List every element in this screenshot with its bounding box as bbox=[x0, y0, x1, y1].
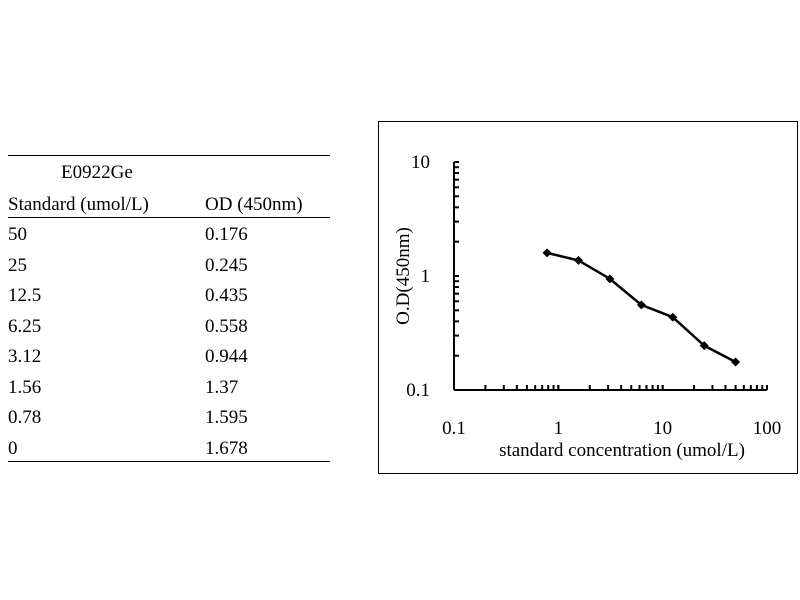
tick-labels: 0.1 1 10 100 0.1 1 10 bbox=[406, 152, 781, 439]
table-cell-od: 1.37 bbox=[205, 377, 239, 398]
table-top-rule bbox=[8, 155, 330, 156]
data-point bbox=[542, 248, 552, 258]
data-point bbox=[699, 341, 709, 351]
y-tick-label: 10 bbox=[411, 152, 430, 173]
data-point bbox=[668, 312, 678, 322]
header-standard: Standard (umol/L) bbox=[8, 194, 149, 215]
table-cell-standard: 12.5 bbox=[8, 285, 42, 306]
table-cell-standard: 0.78 bbox=[8, 407, 42, 428]
table-header-rule bbox=[8, 217, 330, 218]
table-cell-standard: 6.25 bbox=[8, 316, 42, 337]
x-tick-label: 1 bbox=[554, 418, 564, 439]
table-cell-od: 0.435 bbox=[205, 285, 248, 306]
table-cell-od: 1.595 bbox=[205, 407, 248, 428]
table-cell-standard: 3.12 bbox=[8, 346, 42, 367]
table-bottom-rule bbox=[8, 461, 330, 462]
table-cell-standard: 0 bbox=[8, 438, 18, 459]
data-point bbox=[605, 274, 615, 284]
y-tick-label: 1 bbox=[421, 266, 431, 287]
table-cell-od: 0.558 bbox=[205, 316, 248, 337]
minor-ticks bbox=[453, 161, 768, 391]
standard-curve-chart: 0.1 1 10 100 0.1 1 10 standard concentration (… bbox=[393, 152, 781, 461]
data-point bbox=[573, 255, 583, 265]
x-tick-label: 100 bbox=[753, 418, 782, 439]
y-axis-label: O.D(450nm) bbox=[393, 227, 414, 325]
y-tick-label: 0.1 bbox=[406, 380, 430, 401]
table-cell-od: 0.176 bbox=[205, 224, 248, 245]
x-tick-label: 0.1 bbox=[442, 418, 466, 439]
table-cell-od: 1.678 bbox=[205, 438, 248, 459]
table-cell-standard: 1.56 bbox=[8, 377, 42, 398]
table-cell-od: 0.245 bbox=[205, 255, 248, 276]
table-cell-standard: 50 bbox=[8, 224, 27, 245]
table-title: E0922Ge bbox=[61, 162, 133, 183]
data-point bbox=[731, 357, 741, 367]
series-markers bbox=[542, 248, 741, 367]
table-cell-standard: 25 bbox=[8, 255, 27, 276]
data-point bbox=[636, 300, 646, 310]
header-od: OD (450nm) bbox=[205, 194, 303, 215]
table-cell-od: 0.944 bbox=[205, 346, 248, 367]
x-axis-label: standard concentration (umol/L) bbox=[499, 440, 745, 461]
x-tick-label: 10 bbox=[653, 418, 672, 439]
chart-frame: 0.1 1 10 100 0.1 1 10 standard concentration (… bbox=[378, 121, 798, 474]
